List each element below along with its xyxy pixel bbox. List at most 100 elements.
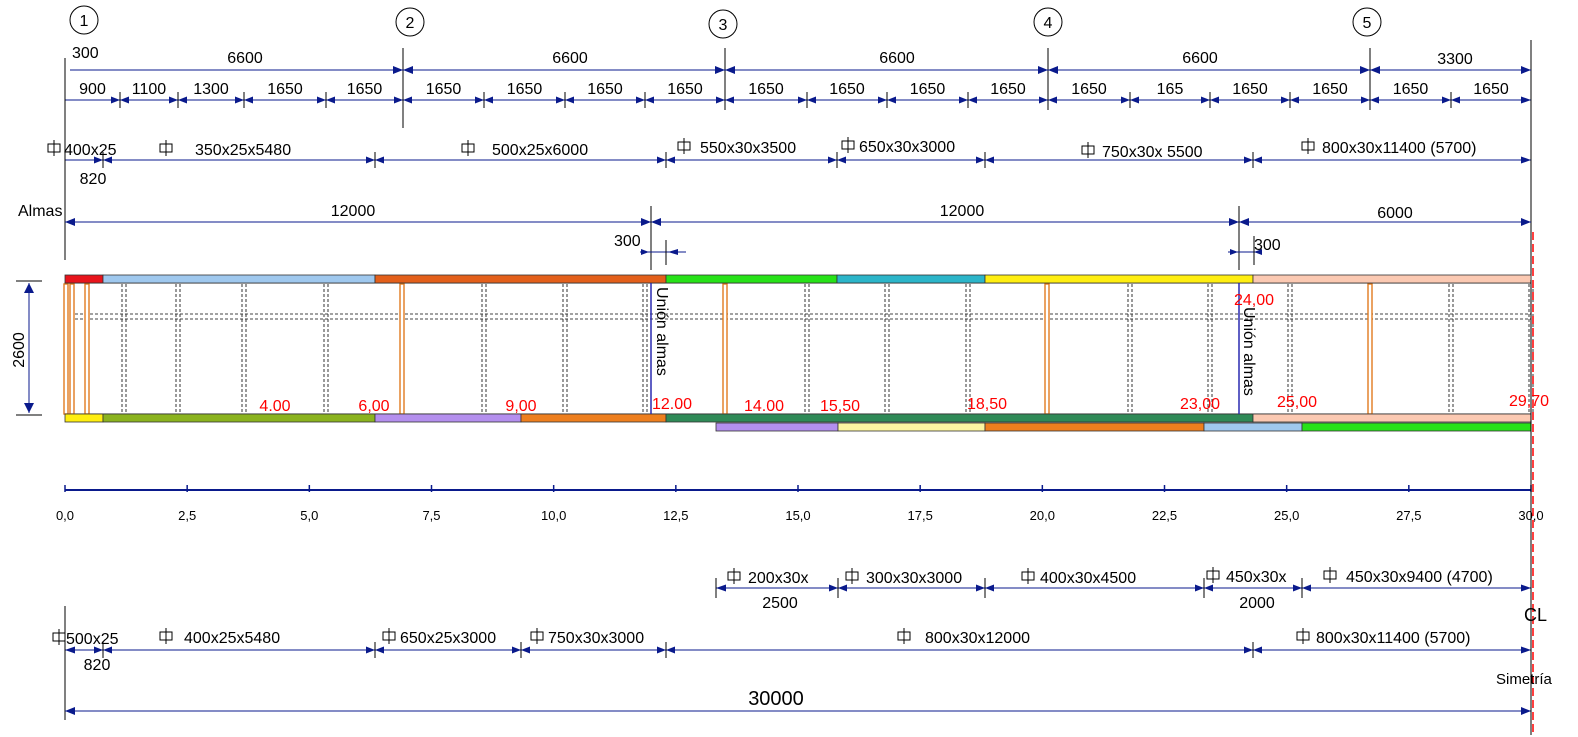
station-label: 14.00 <box>744 398 784 415</box>
stiffener-spacing-5: 1650 <box>347 81 383 98</box>
web-segment-2: 12000 <box>940 203 985 220</box>
top-flange-plate-4: 550x30x3500 <box>700 140 796 157</box>
span-3-4: 6600 <box>879 50 915 67</box>
webs-row: Almas 12000 12000 6000 300 300 <box>18 203 1531 270</box>
bottom-extra-plate-5: 450x30x9400 (4700) <box>1346 569 1493 586</box>
bottom-flange-plate-1-length: 820 <box>84 657 111 674</box>
bottom-flange-plate-5: 800x30x12000 <box>925 630 1030 647</box>
stiffener-spacing-17: 1650 <box>1312 81 1348 98</box>
symmetry-label: Simetría <box>1496 671 1553 688</box>
plate-section-icon <box>1302 138 1314 154</box>
station-axis: 0,0 2,5 5,0 7,5 10,0 12,5 15,0 17,5 20,0 22,5 25,0… <box>56 485 1544 523</box>
bottom-flange-bar <box>103 414 375 422</box>
top-flange-plate-2: 350x25x5480 <box>195 142 291 159</box>
stiffener-spacing-18: 1650 <box>1393 81 1429 98</box>
web-joint-label-2: Unión almas <box>1240 307 1257 396</box>
plate-section-icon <box>1082 142 1094 158</box>
top-flange-bar <box>985 275 1253 283</box>
plate-section-icon <box>898 628 910 644</box>
plate-section-icon <box>53 629 65 645</box>
top-flange-bar <box>837 275 985 283</box>
axis-bubble-2: 2 <box>396 8 424 36</box>
station-label: 12.00 <box>652 396 692 413</box>
bottom-extra-plate-4: 450x30x <box>1226 569 1287 586</box>
plate-section-icon <box>842 137 854 153</box>
top-flange-plate-5: 650x30x3000 <box>859 139 955 156</box>
girder-height: 2600 <box>11 332 28 368</box>
stiffener-spacing-3: 1300 <box>193 81 229 98</box>
axis-tick-label: 22,5 <box>1152 508 1177 523</box>
top-flange-bar <box>666 275 837 283</box>
stiffener-spacing-4: 1650 <box>267 81 303 98</box>
plate-section-icon <box>1022 568 1034 584</box>
top-flange-bar <box>65 275 103 283</box>
webs-title: Almas <box>18 203 62 220</box>
bottom-flange-bar <box>375 414 521 422</box>
stiffener-spacing-1: 900 <box>79 81 106 98</box>
svg-text:5: 5 <box>1363 15 1372 32</box>
axis-tick-label: 27,5 <box>1396 508 1421 523</box>
bottom-flange-plates-row: 500x25 400x25x5480 650x25x3000 750x30x3000 8… <box>53 628 1531 674</box>
bottom-extra-plate-bar <box>716 423 838 431</box>
station-label: 15,50 <box>820 398 860 415</box>
station-label: 29,70 <box>1509 393 1549 410</box>
axis-tick-label: 7,5 <box>422 508 440 523</box>
bottom-flange-plate-1: 500x25 <box>66 631 119 648</box>
stiffener-spacing-14: 1650 <box>1071 81 1107 98</box>
plate-section-icon <box>846 568 858 584</box>
top-flange-plate-1-length: 820 <box>80 171 107 188</box>
bottom-flange-bar <box>521 414 666 422</box>
bottom-flange-plate-3: 650x25x3000 <box>400 630 496 647</box>
bottom-extra-plate-4-length: 2000 <box>1239 595 1275 612</box>
axis-start-offset: 300 <box>72 45 99 62</box>
stiffener-spacing-16: 1650 <box>1232 81 1268 98</box>
plate-section-icon <box>48 140 60 156</box>
axis-tick-label: 2,5 <box>178 508 196 523</box>
span-2-3: 6600 <box>552 50 588 67</box>
axis-bubble-4: 4 <box>1034 8 1062 36</box>
stiffener-spacing-13: 1650 <box>990 81 1026 98</box>
axis-tick-label: 17,5 <box>908 508 933 523</box>
bottom-extra-plate-1-length: 2500 <box>762 595 798 612</box>
total-length: 30000 <box>748 688 804 710</box>
plate-section-icon <box>531 628 543 644</box>
web-joint-offset-2: 300 <box>1254 237 1281 254</box>
bottom-extra-plate-3: 400x30x4500 <box>1040 570 1136 587</box>
stiffener-spacing-9: 1650 <box>667 81 703 98</box>
axis-tick-label: 5,0 <box>300 508 318 523</box>
bottom-extra-plate-bar <box>838 423 985 431</box>
top-flange-bar <box>103 275 375 283</box>
plate-section-icon <box>728 568 740 584</box>
bottom-flange-bar <box>666 414 1253 422</box>
axis-tick-label: 15,0 <box>785 508 810 523</box>
stiffener-spacing-7: 1650 <box>507 81 543 98</box>
stiffener-spacing-11: 1650 <box>829 81 865 98</box>
axis-bubble-1: 1 <box>70 6 98 34</box>
bottom-extra-plate-bar <box>1204 423 1302 431</box>
bottom-flange-bar <box>65 414 103 422</box>
span-1-2: 6600 <box>227 50 263 67</box>
bottom-extra-plate-1: 200x30x <box>748 570 809 587</box>
svg-text:1: 1 <box>80 13 89 30</box>
svg-text:4: 4 <box>1044 15 1053 32</box>
top-flange-plate-1: 400x25 <box>64 142 117 159</box>
plate-section-icon <box>160 140 172 156</box>
axis-tick-label: 12,5 <box>663 508 688 523</box>
plate-section-icon <box>383 628 395 644</box>
total-length-dimension: 30000 <box>65 606 1531 720</box>
station-label: 18,50 <box>967 396 1007 413</box>
stiffener-spacing-2: 1100 <box>132 81 167 98</box>
bottom-flange-plate-4: 750x30x3000 <box>548 630 644 647</box>
plate-section-icon <box>1324 567 1336 583</box>
web-segment-3: 6000 <box>1377 205 1413 222</box>
station-label: 6,00 <box>358 398 389 415</box>
plate-section-icon <box>1297 628 1309 644</box>
plate-section-icon <box>462 140 474 156</box>
bottom-extra-plate-bar <box>985 423 1204 431</box>
span-5-cl: 3300 <box>1437 51 1473 68</box>
station-label: 9,00 <box>505 398 536 415</box>
web-joint-offset-1: 300 <box>614 233 641 250</box>
axis-bubble-3: 3 <box>709 10 737 38</box>
